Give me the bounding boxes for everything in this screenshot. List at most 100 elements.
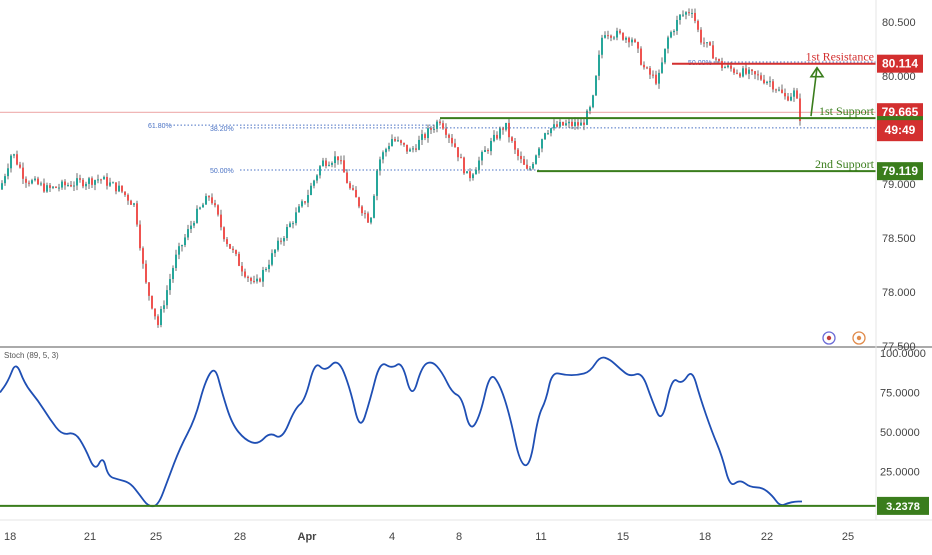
candle xyxy=(214,199,216,208)
candle xyxy=(571,118,573,130)
candle xyxy=(775,88,777,93)
candle xyxy=(307,189,309,208)
candle xyxy=(409,147,411,152)
time-axis[interactable]: 18 21 25 28 Apr 4 8 11 15 18 22 25 xyxy=(0,519,932,543)
candle xyxy=(592,94,594,109)
oscillator-panel[interactable]: Stoch (89, 5, 3) xyxy=(0,351,876,508)
candle xyxy=(529,166,531,171)
candle xyxy=(604,31,606,39)
price-panel[interactable]: 61.80%38.20%50.00%50.00% 1st Resistance … xyxy=(0,0,876,346)
candle xyxy=(34,176,36,182)
candle xyxy=(73,181,75,192)
candle xyxy=(475,167,477,175)
candle xyxy=(262,266,264,287)
alert-icon[interactable] xyxy=(852,331,866,345)
candle xyxy=(553,119,555,131)
candle xyxy=(673,29,675,36)
candle xyxy=(142,246,144,269)
fib-label-1: 38.20% xyxy=(210,126,234,133)
candle xyxy=(85,181,87,190)
candle xyxy=(676,15,678,35)
candle xyxy=(154,308,156,320)
candle xyxy=(124,191,126,197)
candle xyxy=(628,36,630,48)
time-tick: 15 xyxy=(617,531,629,543)
candle xyxy=(655,70,657,86)
candle xyxy=(472,172,474,181)
candle xyxy=(283,235,285,246)
candle xyxy=(670,30,672,39)
candle xyxy=(67,182,69,187)
candle xyxy=(172,265,174,283)
time-tick: Apr xyxy=(298,531,318,543)
candle xyxy=(430,126,432,135)
candle xyxy=(43,178,45,193)
candle xyxy=(682,10,684,18)
stoch-value-tag: 3.2378 xyxy=(877,496,929,515)
candle xyxy=(577,117,579,130)
last-price-tag: 79.665 49:49 xyxy=(877,103,923,142)
candle xyxy=(778,86,780,92)
candle xyxy=(103,175,105,180)
candle xyxy=(145,260,147,284)
candle xyxy=(178,242,180,260)
candle xyxy=(52,185,54,190)
price-axis[interactable]: 80.500 80.000 79.000 78.500 78.000 77.500 xyxy=(875,0,916,520)
candle xyxy=(742,65,744,78)
price-tick: 77.500 xyxy=(882,341,916,353)
candle xyxy=(610,34,612,42)
price-tick: 78.500 xyxy=(882,233,916,245)
candle xyxy=(70,180,72,188)
resistance-price-tag: 80.114 xyxy=(877,54,923,73)
candle xyxy=(595,75,597,96)
candle xyxy=(493,130,495,143)
time-tick: 22 xyxy=(761,531,773,543)
candle xyxy=(91,176,93,188)
candle xyxy=(310,182,312,196)
candle xyxy=(487,148,489,154)
candle xyxy=(685,11,687,20)
candle xyxy=(484,146,486,153)
candle xyxy=(106,173,108,190)
candle xyxy=(511,136,513,143)
candle xyxy=(325,157,327,169)
candle xyxy=(637,41,639,54)
candle xyxy=(316,174,318,184)
candle xyxy=(748,67,750,80)
candle xyxy=(136,200,138,227)
indicator-label: Stoch (89, 5, 3) xyxy=(4,351,59,360)
candle xyxy=(223,226,225,242)
candle xyxy=(22,162,24,185)
candle xyxy=(481,150,483,166)
candle xyxy=(769,76,771,87)
candle xyxy=(187,224,189,241)
candle xyxy=(205,193,207,205)
candle xyxy=(691,8,693,18)
candle xyxy=(226,236,228,247)
osc-tick: 75.0000 xyxy=(880,388,920,400)
price-tick: 80.000 xyxy=(882,71,916,83)
candle xyxy=(349,181,351,190)
price-panel-bg xyxy=(0,0,876,346)
candle xyxy=(766,80,768,85)
stoch-line xyxy=(0,356,802,508)
candle xyxy=(94,179,96,191)
candle xyxy=(547,129,549,135)
candle xyxy=(439,119,441,126)
candle xyxy=(436,119,438,133)
candle xyxy=(505,122,507,132)
candle xyxy=(319,165,321,179)
osc-tick: 100.0000 xyxy=(880,348,926,360)
candle xyxy=(679,14,681,25)
candle xyxy=(337,156,339,165)
candle xyxy=(355,186,357,198)
fib-label-0: 61.80% xyxy=(148,123,172,130)
replay-icon[interactable] xyxy=(822,331,836,345)
candle xyxy=(457,147,459,162)
candle xyxy=(736,69,738,75)
candle xyxy=(376,168,378,201)
candle xyxy=(502,126,504,135)
candle xyxy=(370,217,372,225)
oscillator-axis[interactable]: 100.0000 75.0000 50.0000 25.0000 xyxy=(880,348,926,479)
